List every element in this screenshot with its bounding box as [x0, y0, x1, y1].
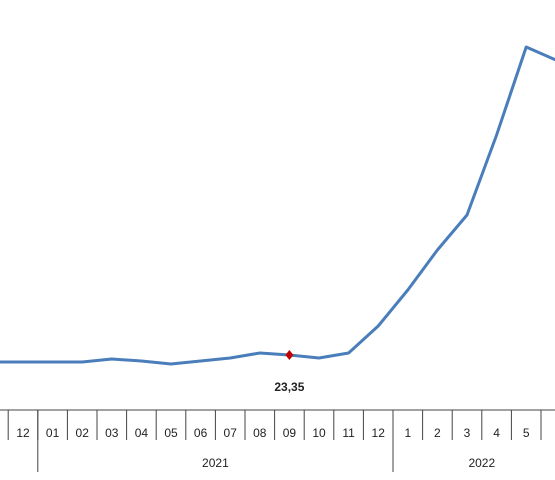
x-tick-label: 2 — [434, 426, 441, 440]
x-tick-label: 5 — [523, 426, 530, 440]
x-tick-label: 3 — [464, 426, 471, 440]
data-line — [0, 45, 555, 366]
x-tick-label: 01 — [46, 426, 60, 440]
x-tick-label: 02 — [76, 426, 90, 440]
x-tick-label: 1 — [404, 426, 411, 440]
x-tick-label: 05 — [164, 426, 178, 440]
data-label: 23,35 — [274, 380, 304, 394]
group-label: 2022 — [468, 456, 495, 470]
x-tick-label: 03 — [105, 426, 119, 440]
x-tick-label: 06 — [194, 426, 208, 440]
x-tick-label: 07 — [224, 426, 238, 440]
x-tick-label: 4 — [493, 426, 500, 440]
x-tick-label: 12 — [372, 426, 386, 440]
x-tick-label: 08 — [253, 426, 267, 440]
x-tick-label: 12 — [16, 426, 30, 440]
point-marker — [285, 350, 294, 360]
x-tick-label: 10 — [312, 426, 326, 440]
x-tick-label: 11 — [342, 426, 355, 440]
group-label: 2021 — [202, 456, 229, 470]
x-tick-label: 04 — [135, 426, 149, 440]
x-tick-label: 09 — [283, 426, 297, 440]
